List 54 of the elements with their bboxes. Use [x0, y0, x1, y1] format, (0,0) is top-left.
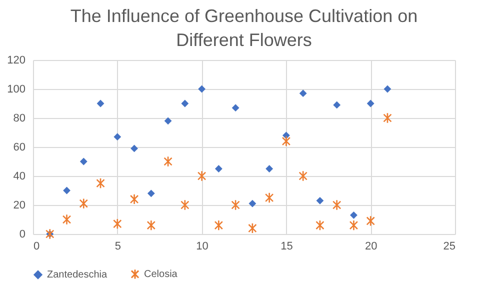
point [130, 194, 139, 205]
point [282, 136, 291, 147]
x-tick-label: 0 [34, 240, 40, 252]
y-tick-label: 40 [13, 170, 26, 182]
point [248, 222, 257, 234]
y-tick-label: 0 [19, 228, 26, 240]
point [96, 178, 105, 189]
point [130, 144, 138, 152]
point [232, 104, 240, 112]
x-tick-label: 15 [280, 240, 293, 252]
point [316, 220, 324, 231]
point [146, 220, 156, 231]
point [333, 101, 341, 109]
point [181, 100, 189, 108]
x-tick-label: 25 [443, 240, 456, 252]
point [198, 85, 206, 93]
point [164, 156, 172, 167]
point [113, 218, 122, 230]
y-tick-label: 120 [7, 54, 26, 66]
y-tick-label: 80 [13, 112, 26, 124]
point [366, 100, 374, 108]
point [316, 196, 324, 204]
point [180, 200, 190, 210]
point [264, 192, 274, 204]
point [298, 170, 308, 182]
point [332, 200, 342, 210]
legend-label: Zantedeschia [47, 270, 108, 281]
y-tick-label: 100 [7, 84, 26, 96]
x-tick-label: 20 [364, 240, 378, 252]
x-tick-label: 10 [196, 240, 208, 252]
legend-label: Celosia [144, 269, 178, 280]
point [366, 215, 375, 226]
y-tick-label: 20 [13, 200, 26, 212]
point [350, 211, 358, 219]
point [96, 100, 104, 108]
point [197, 170, 206, 182]
point [114, 133, 122, 141]
point [383, 112, 392, 124]
point [79, 198, 88, 210]
point [266, 165, 274, 172]
point [384, 85, 392, 93]
point [231, 200, 240, 210]
x-tick-label: 5 [114, 240, 121, 252]
point [147, 190, 155, 198]
point [214, 165, 222, 172]
point [164, 117, 172, 125]
point [299, 90, 307, 98]
chart-title: The Influence of Greenhouse Cultivation on Different Flowers [70, 6, 418, 50]
point [349, 220, 358, 231]
point [62, 214, 72, 225]
point [80, 158, 88, 166]
point [214, 220, 224, 231]
y-tick-label: 60 [13, 142, 26, 154]
point [248, 200, 256, 208]
